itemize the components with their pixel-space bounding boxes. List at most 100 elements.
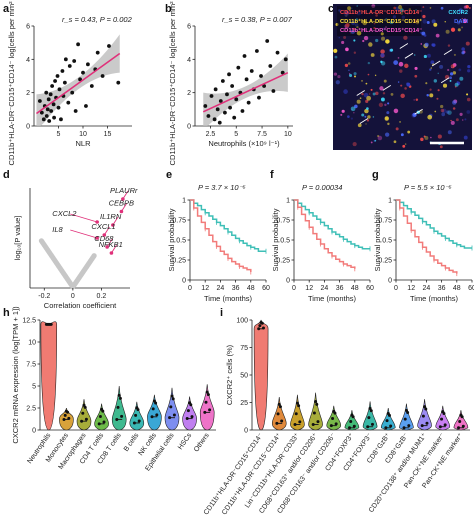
violin-point-h bbox=[152, 399, 156, 403]
cell-dot bbox=[450, 72, 454, 76]
cell-dot bbox=[354, 23, 359, 27]
x-axis-label-a: NLR bbox=[75, 139, 91, 148]
microscopy-legend: CD11b⁺HLA-DR⁻CD15⁺CD14⁻ CD11b⁺HLA-DR⁻CD15… bbox=[340, 9, 468, 34]
stat-b: r_s = 0.38, P = 0.007 bbox=[222, 15, 293, 24]
x-tick-label-d: 0.2 bbox=[97, 293, 107, 300]
cell-dot bbox=[423, 54, 427, 59]
confidence-band-a bbox=[36, 34, 120, 127]
violin-point-i bbox=[384, 426, 388, 430]
violin-point-i bbox=[298, 420, 302, 424]
x-tick-label-e: 0 bbox=[188, 285, 192, 292]
violin-point-i bbox=[259, 320, 263, 324]
panel-label-f: f bbox=[270, 169, 274, 181]
violin-point-h bbox=[132, 421, 136, 425]
x-tick-label-f: 12 bbox=[305, 285, 313, 292]
cell-arrow bbox=[440, 77, 450, 84]
x-tick-label-g: 48 bbox=[453, 285, 461, 292]
cell-dot bbox=[404, 87, 407, 90]
cell-dot bbox=[429, 68, 432, 71]
cell-dot bbox=[338, 37, 340, 39]
data-point-a bbox=[44, 90, 49, 95]
survival-curve-f-1 bbox=[294, 199, 356, 269]
cell-dot bbox=[393, 6, 397, 10]
cell-dot bbox=[465, 41, 470, 46]
cell-dot bbox=[357, 123, 362, 128]
cell-dot bbox=[458, 8, 464, 14]
y-tick-label-g: 1 bbox=[388, 198, 392, 205]
data-point-b bbox=[257, 95, 261, 100]
violin-point-i bbox=[275, 421, 279, 425]
violin-point-i bbox=[258, 324, 262, 328]
violin-point-i bbox=[368, 406, 372, 410]
x-axis-label-f: Time (months) bbox=[308, 294, 357, 303]
violin-point-h bbox=[63, 413, 67, 417]
data-point-a bbox=[116, 80, 121, 85]
cell-dot bbox=[429, 93, 434, 98]
cell-dot bbox=[434, 110, 437, 113]
cell-dot bbox=[459, 112, 463, 116]
x-tick-label-f: 60 bbox=[366, 285, 374, 292]
data-point-a bbox=[57, 87, 62, 92]
x-tick-label-b: 7.5 bbox=[257, 131, 267, 138]
cell-dot bbox=[408, 8, 412, 11]
y-axis-label-g: Survival probability bbox=[373, 208, 382, 271]
cell-dot bbox=[375, 14, 378, 17]
x-tick-label-b: 2.5 bbox=[206, 131, 216, 138]
data-point-a bbox=[62, 80, 67, 85]
cell-dot bbox=[387, 102, 390, 105]
y-tick-label-a: 0 bbox=[26, 124, 30, 131]
cell-arrow bbox=[414, 108, 423, 115]
microscopy-legend-entry: CD11b⁺HLA-DR⁺CD15⁺CD14⁻ bbox=[340, 27, 422, 34]
cell-dot bbox=[404, 143, 407, 145]
category-label-h: Others bbox=[193, 432, 211, 454]
cell-dot bbox=[352, 27, 356, 31]
data-point-a bbox=[45, 107, 50, 112]
cell-dot bbox=[452, 107, 456, 110]
cell-dot bbox=[450, 27, 456, 32]
survival-curve-g-0 bbox=[396, 199, 472, 249]
cell-dot bbox=[407, 12, 409, 15]
x-tick-label-e: 60 bbox=[262, 285, 270, 292]
y-tick-label-g: 0 bbox=[388, 278, 392, 285]
violin-point-i bbox=[457, 426, 461, 430]
cell-dot bbox=[461, 119, 464, 121]
gene-label-leader bbox=[103, 226, 110, 236]
cell-arrow bbox=[359, 118, 369, 124]
data-point-a bbox=[60, 69, 65, 73]
violin-i bbox=[453, 410, 469, 431]
y-tick-label-g: 0.75 bbox=[378, 218, 392, 225]
gene-label: PLAURr bbox=[110, 186, 138, 195]
cell-dot bbox=[450, 120, 455, 125]
cell-dot bbox=[449, 79, 452, 82]
cell-dot bbox=[422, 6, 425, 9]
cell-dot bbox=[461, 26, 464, 29]
cell-dot bbox=[348, 69, 350, 72]
y-tick-label-b: 0 bbox=[187, 124, 191, 131]
violin-point-h bbox=[64, 409, 68, 413]
fit-line-a bbox=[35, 52, 121, 115]
violin-point-i bbox=[332, 409, 336, 413]
violin-point-i bbox=[402, 426, 406, 430]
violin-point-i bbox=[404, 408, 408, 412]
cell-dot bbox=[439, 145, 443, 149]
data-point-a bbox=[37, 99, 42, 103]
y-tick-label-f: 0.75 bbox=[276, 218, 290, 225]
violin-point-h bbox=[171, 397, 175, 401]
y-tick-label-f: 1 bbox=[286, 198, 290, 205]
violin-point-i bbox=[316, 420, 320, 424]
y-tick-label-h: 7.5 bbox=[26, 362, 36, 369]
cell-arrow bbox=[382, 84, 391, 91]
y-tick-label-f: 0.5 bbox=[280, 238, 290, 245]
panel-label-a: a bbox=[3, 3, 10, 15]
y-tick-label-b: 4 bbox=[187, 57, 191, 64]
cell-dot bbox=[413, 99, 415, 101]
category-label-h: HSCs bbox=[177, 432, 194, 451]
violin-point-h bbox=[190, 415, 194, 419]
cell-dot bbox=[430, 67, 432, 69]
data-point-b bbox=[215, 107, 220, 112]
cell-dot bbox=[455, 118, 459, 122]
violin-i bbox=[362, 401, 378, 431]
violin-point-h bbox=[80, 419, 84, 423]
cell-dot bbox=[435, 33, 440, 38]
cell-dot bbox=[420, 43, 423, 45]
